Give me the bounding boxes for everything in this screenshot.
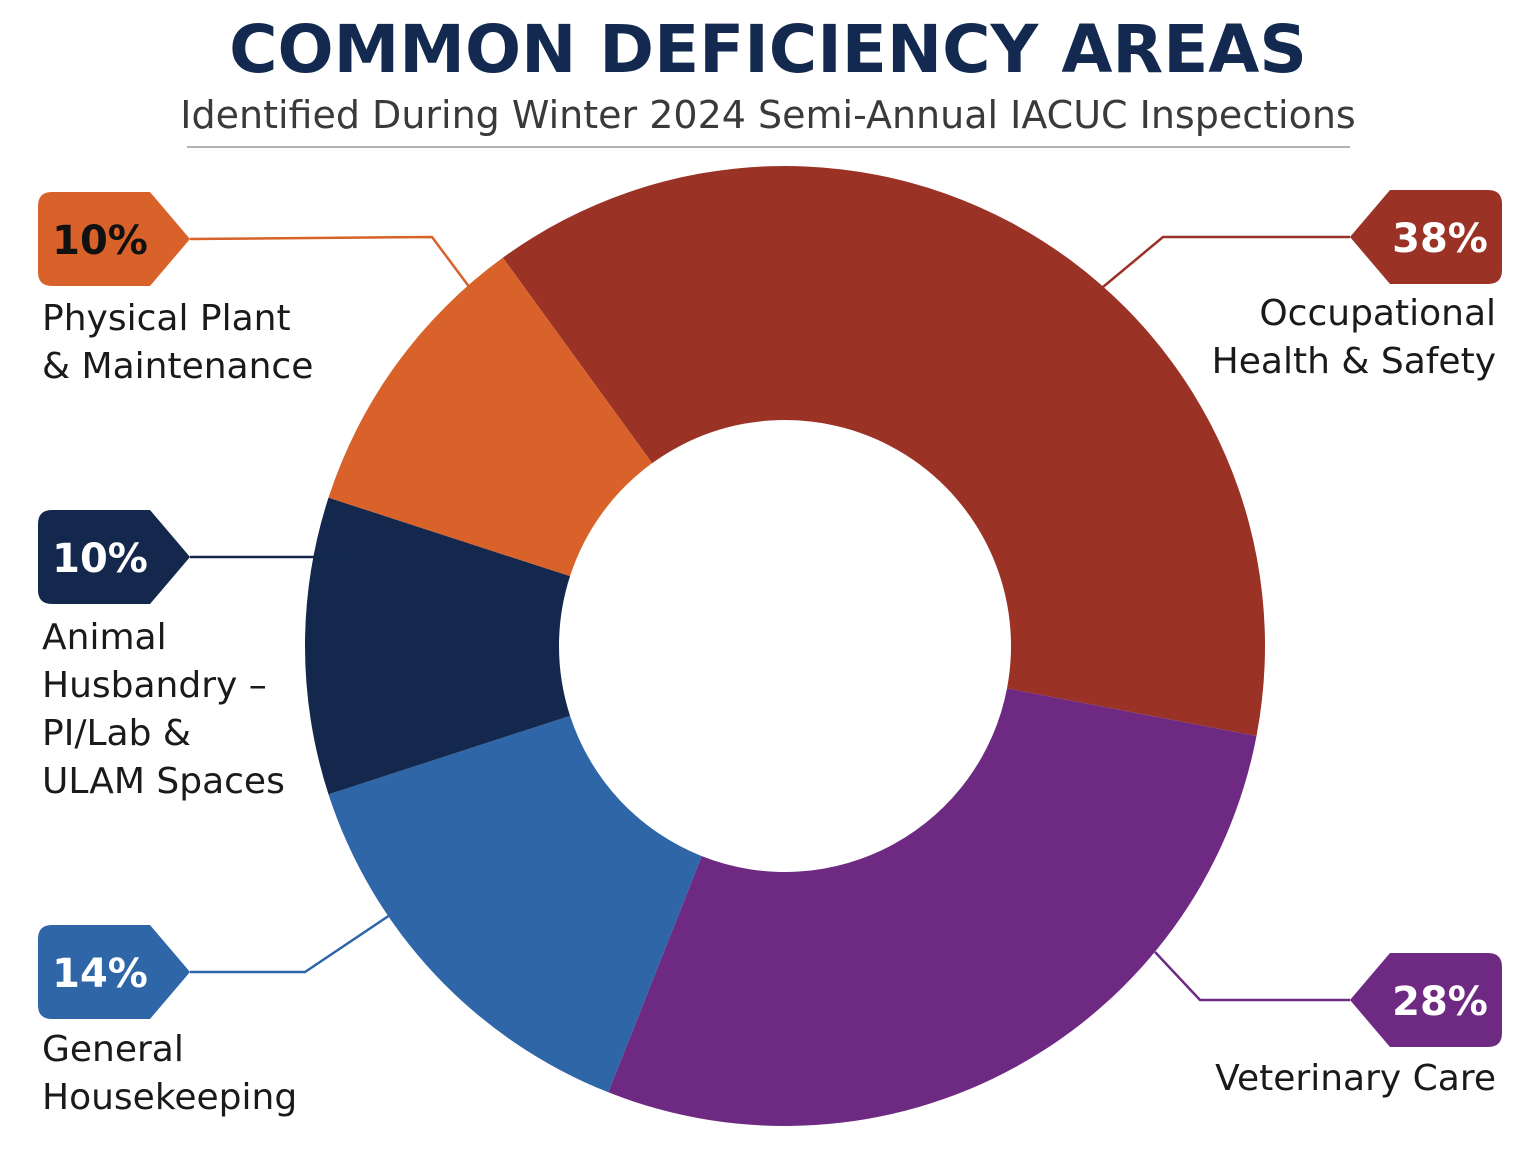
leader-line bbox=[190, 913, 391, 974]
value-tag bbox=[38, 510, 190, 604]
category-label: ULAM Spaces bbox=[42, 761, 285, 802]
value-tag bbox=[38, 925, 190, 1019]
category-label: Animal bbox=[42, 617, 167, 658]
data-label: 10% bbox=[52, 536, 148, 582]
data-label: 14% bbox=[52, 951, 148, 997]
slices bbox=[304, 165, 1266, 1126]
donut-slice bbox=[608, 688, 1257, 1126]
chart-title: COMMON DEFICIENCY AREAS bbox=[229, 11, 1307, 88]
callout: 38% Occupational Health & Safety bbox=[1102, 190, 1502, 382]
donut-slice bbox=[304, 497, 571, 795]
callouts: 38% Occupational Health & Safety 28% Veterin… bbox=[38, 190, 1502, 1118]
donut-slice bbox=[328, 715, 702, 1093]
category-label: General bbox=[42, 1029, 184, 1070]
donut-slice bbox=[502, 165, 1266, 736]
callout: 10% Animal Husbandry – PI/Lab & ULAM Spaces bbox=[38, 510, 348, 802]
value-tag bbox=[1350, 190, 1502, 284]
category-label: Physical Plant bbox=[42, 298, 291, 339]
category-label: PI/Lab & bbox=[42, 713, 191, 754]
value-tag bbox=[1350, 953, 1502, 1047]
category-label: & Maintenance bbox=[42, 346, 313, 387]
data-label: 10% bbox=[52, 218, 148, 264]
leader-line bbox=[1102, 235, 1350, 288]
donut-slice bbox=[328, 257, 653, 577]
chart-subtitle: Identified During Winter 2024 Semi-Annua… bbox=[180, 93, 1355, 137]
category-label: Health & Safety bbox=[1212, 341, 1496, 382]
leader-line bbox=[189, 235, 472, 289]
data-label: 28% bbox=[1392, 979, 1488, 1025]
leader-line bbox=[1154, 951, 1350, 1002]
category-label: Occupational bbox=[1259, 293, 1496, 334]
callout: 28% Veterinary Care bbox=[1154, 951, 1502, 1099]
value-tag bbox=[38, 192, 190, 286]
data-label: 38% bbox=[1392, 216, 1488, 262]
category-label: Housekeeping bbox=[42, 1077, 297, 1118]
callout: 14% General Housekeeping bbox=[38, 913, 391, 1118]
category-label: Husbandry – bbox=[42, 665, 267, 706]
callout: 10% Physical Plant & Maintenance bbox=[38, 192, 472, 387]
category-label: Veterinary Care bbox=[1215, 1058, 1496, 1099]
